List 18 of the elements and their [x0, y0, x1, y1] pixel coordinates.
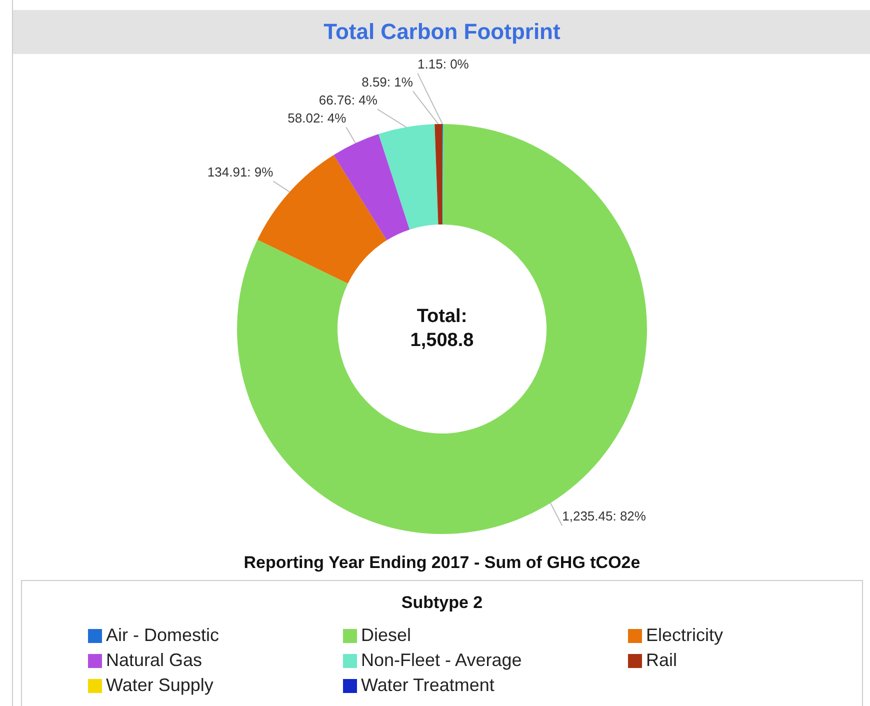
chart-title: Total Carbon Footprint — [13, 10, 870, 54]
legend-label: Water Supply — [106, 675, 214, 696]
data-label: 134.91: 9% — [207, 164, 274, 180]
legend-label: Natural Gas — [106, 650, 202, 671]
data-label: 1,235.45: 82% — [562, 508, 646, 524]
legend-label: Diesel — [361, 625, 412, 646]
text: Total: 1,508.8 — [410, 306, 474, 352]
legend-title: Subtype 2 — [400, 593, 484, 613]
data-label: 58.02: 4% — [288, 110, 347, 126]
legend-label: Rail — [646, 650, 678, 671]
data-label: 1.15: 0% — [418, 56, 470, 72]
data-label: 66.76: 4% — [318, 92, 378, 108]
legend-label: Non-Fleet - Average — [361, 650, 522, 671]
legend-label: Water Treatment — [361, 675, 494, 696]
legend-label: Electricity — [646, 625, 724, 646]
data-label: 8.59: 1% — [362, 74, 414, 90]
legend-label: Air - Domestic — [106, 625, 220, 646]
text: Reporting Year Ending 2017 - Sum of GHG tCO2e — [242, 553, 642, 573]
